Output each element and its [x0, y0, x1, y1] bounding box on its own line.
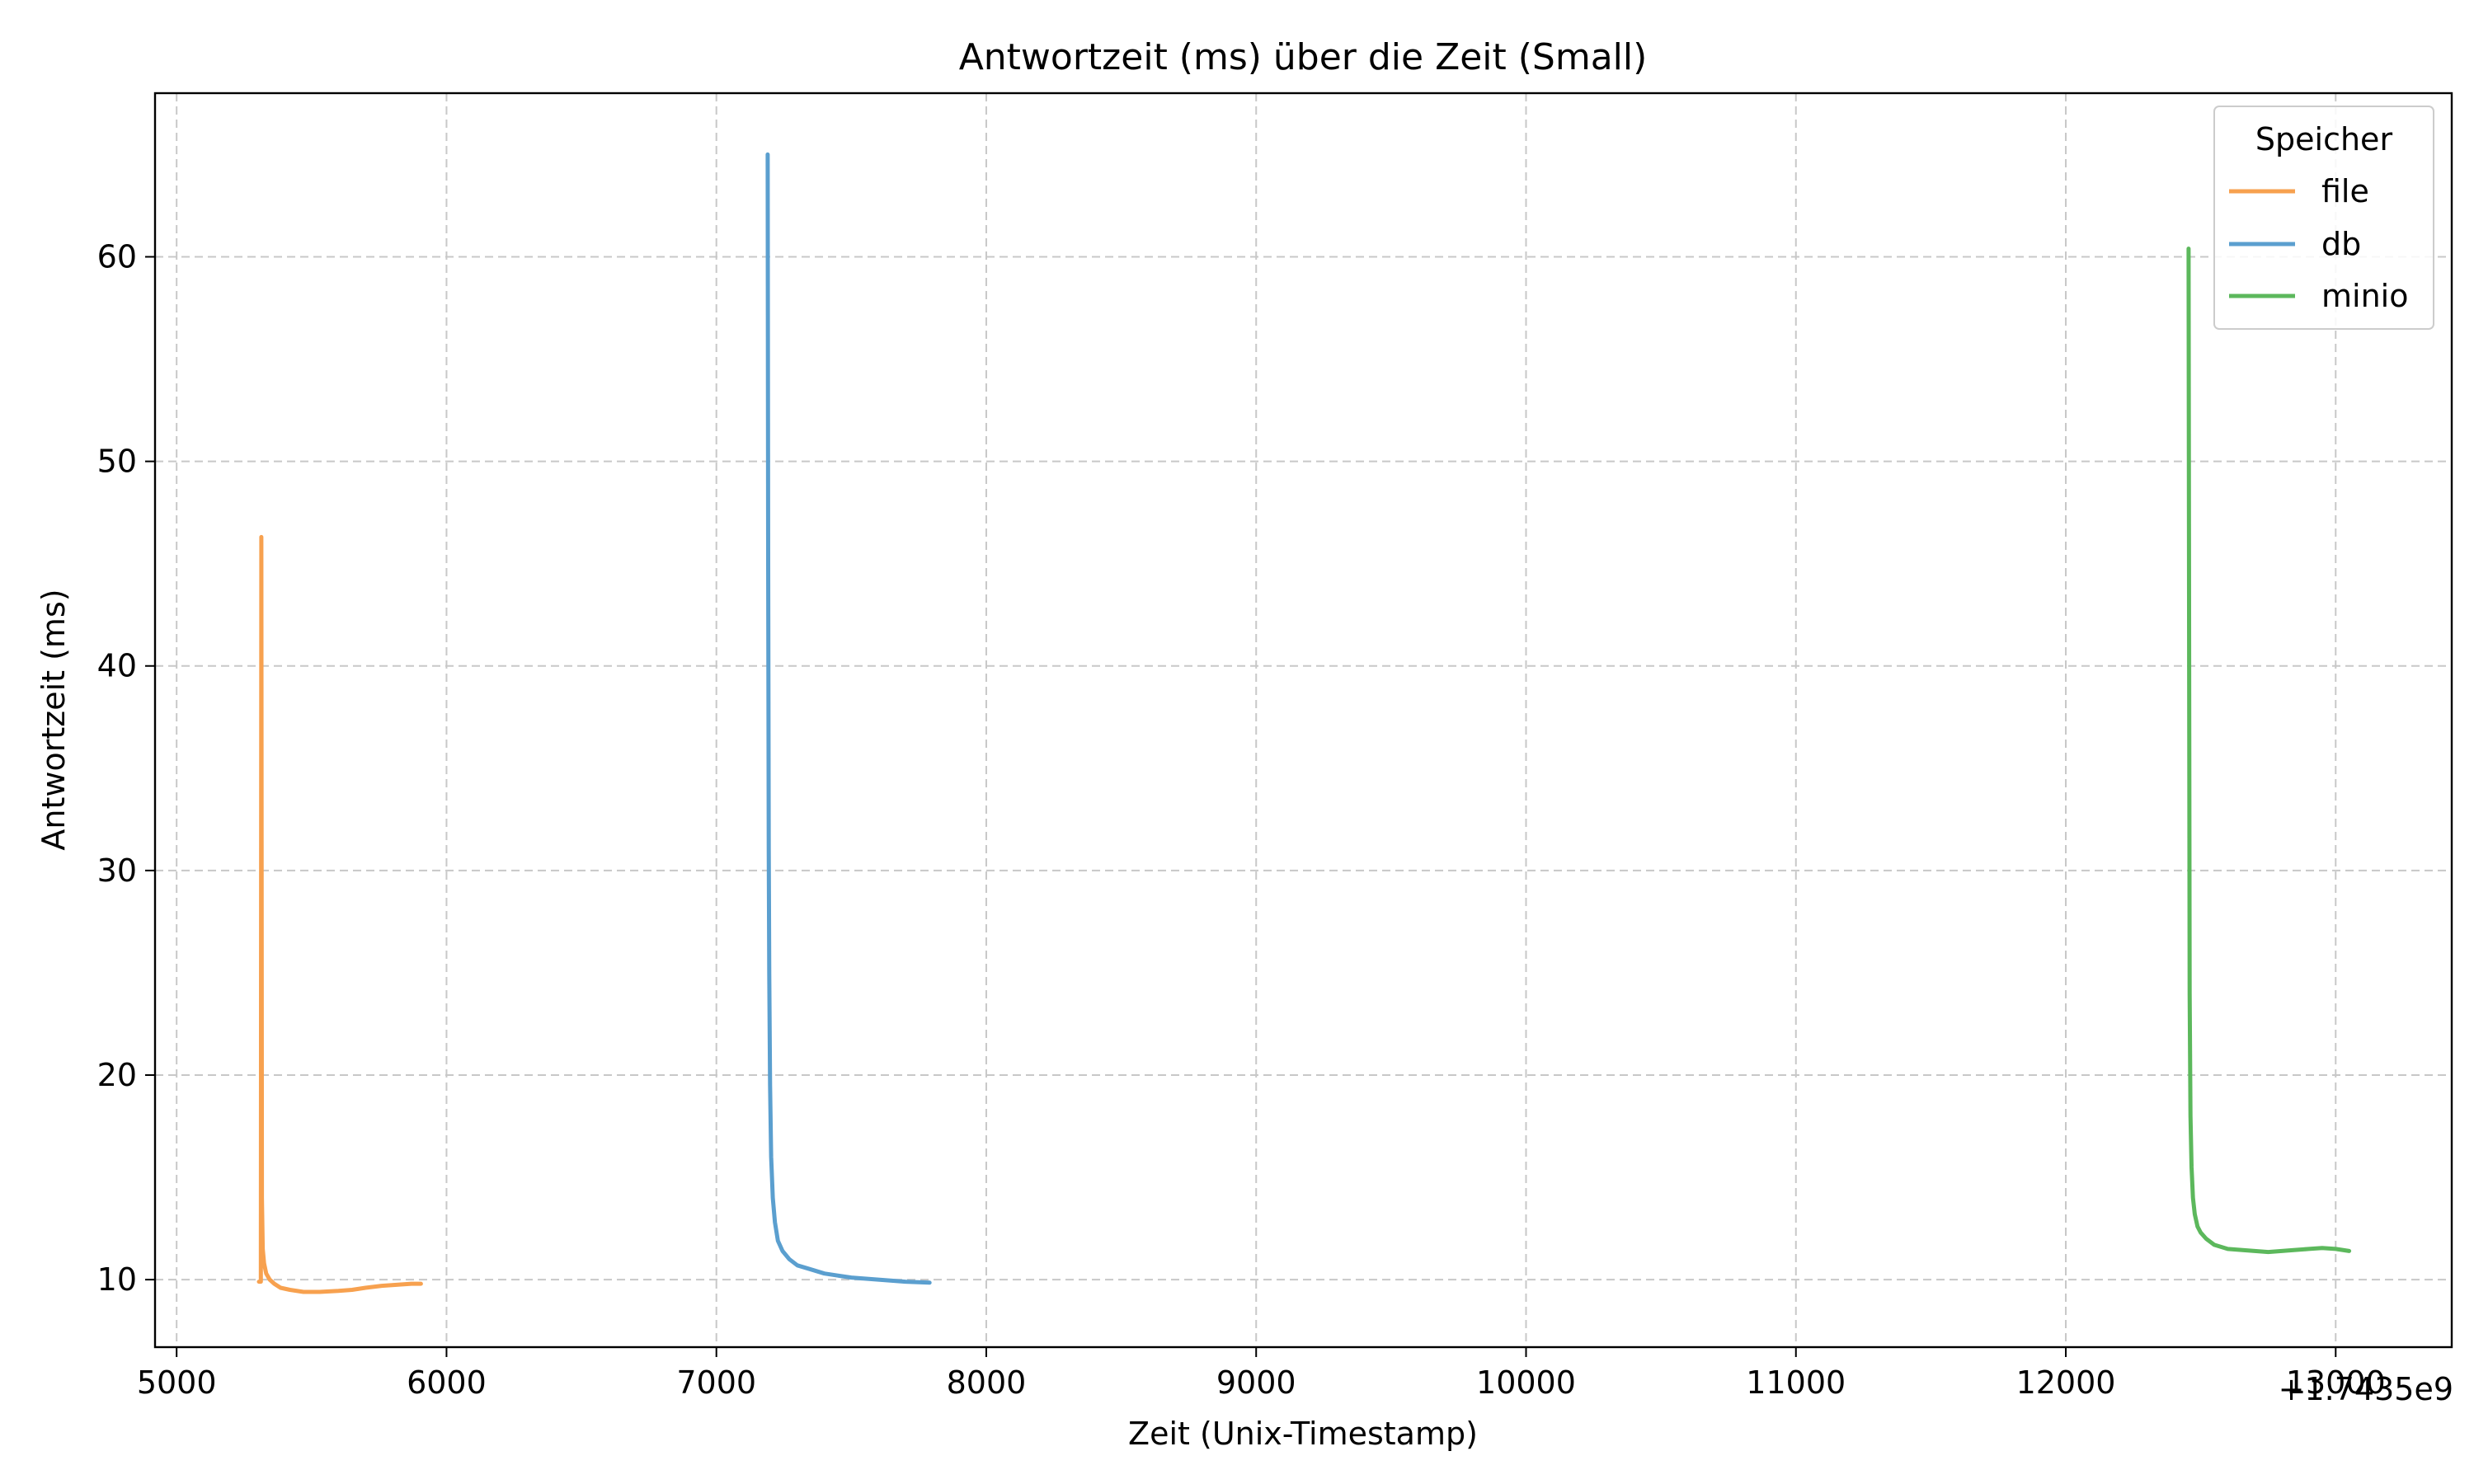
x-tick-label: 7000: [676, 1364, 756, 1401]
y-tick-label: 50: [97, 444, 137, 480]
legend-label-file: file: [2321, 173, 2369, 209]
x-tick-label: 11000: [1746, 1364, 1846, 1401]
chart-title: Antwortzeit (ms) über die Zeit (Small): [959, 36, 1648, 78]
y-tick-label: 40: [97, 648, 137, 684]
x-tick-label: 8000: [947, 1364, 1027, 1401]
legend: Speicher file db minio: [2213, 106, 2434, 330]
x-offset-label: +1.7435e9: [2279, 1371, 2453, 1407]
x-tick-label: 12000: [2016, 1364, 2116, 1401]
legend-label-db: db: [2321, 226, 2361, 262]
y-tick-label: 60: [97, 238, 137, 275]
x-tick-label: 5000: [137, 1364, 217, 1401]
series-line-file: [256, 534, 423, 1294]
y-axis-label: Antwortzeit (ms): [35, 589, 72, 850]
x-tick-label: 9000: [1216, 1364, 1296, 1401]
x-tick-label: 6000: [407, 1364, 487, 1401]
series-group: [256, 152, 2352, 1294]
series-line-minio: [2186, 247, 2352, 1255]
legend-label-minio: minio: [2321, 278, 2408, 314]
x-axis-label: Zeit (Unix-Timestamp): [1128, 1416, 1478, 1452]
y-tick-label: 10: [97, 1261, 137, 1298]
y-tick-label: 30: [97, 852, 137, 889]
series-line-db: [765, 152, 932, 1285]
legend-title: Speicher: [2255, 121, 2393, 157]
legend-box: [2213, 106, 2434, 330]
y-tick-label: 20: [97, 1057, 137, 1093]
y-axis-ticks: 10 20 30 40 50 60: [97, 238, 155, 1298]
x-tick-label: 13000: [2286, 1364, 2386, 1401]
plot-frame: [153, 92, 2453, 1349]
x-tick-label: 10000: [1476, 1364, 1576, 1401]
grid: [155, 93, 2452, 1347]
x-axis-ticks: 5000 6000 7000 8000 9000 10000 11000 12000 13000: [137, 1347, 2386, 1401]
